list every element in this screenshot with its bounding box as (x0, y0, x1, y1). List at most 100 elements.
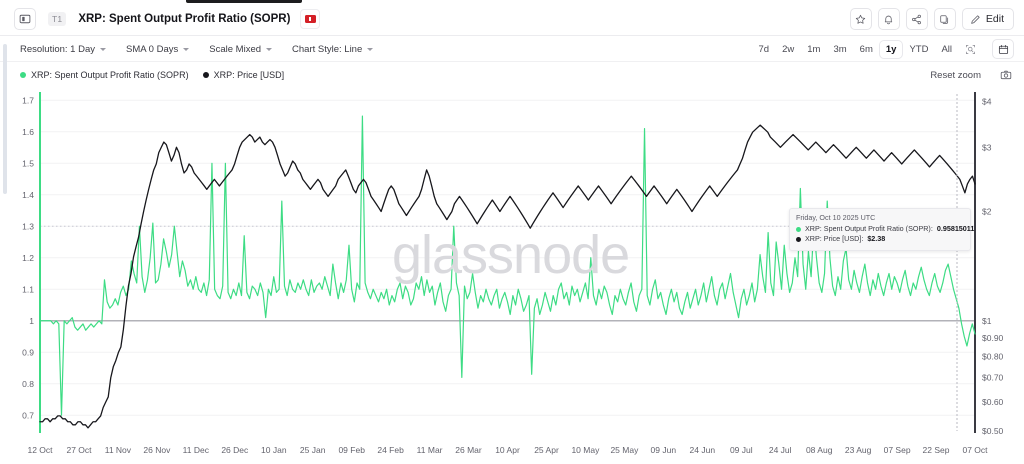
legend-item-sopr[interactable]: XRP: Spent Output Profit Ratio (SOPR) (20, 70, 189, 80)
svg-text:10 Apr: 10 Apr (495, 445, 520, 455)
zoom-search-button[interactable] (959, 41, 982, 58)
svg-text:0.8: 0.8 (22, 379, 34, 389)
chevron-down-icon (99, 47, 106, 51)
svg-text:11 Nov: 11 Nov (105, 445, 132, 455)
svg-text:$4: $4 (982, 97, 992, 107)
svg-text:$0.70: $0.70 (982, 373, 1004, 383)
legend-dot-sopr (20, 72, 26, 78)
tooltip-date: Friday, Oct 10 2025 UTC (796, 213, 876, 222)
svg-text:09 Jul: 09 Jul (730, 445, 753, 455)
sidebar-toggle-button[interactable] (14, 8, 36, 30)
svg-text:1: 1 (29, 316, 34, 326)
calendar-icon (998, 44, 1008, 54)
chart-canvas[interactable]: 1.7 1.6 1.5 1.4 1.3 1.2 1.1 1 0.9 0.8 0.7 $4 $3 $2 $1 $… (0, 86, 1024, 464)
svg-text:26 Dec: 26 Dec (221, 445, 249, 455)
svg-text:24 Jul: 24 Jul (769, 445, 792, 455)
svg-text:24 Feb: 24 Feb (377, 445, 404, 455)
range-7d[interactable]: 7d (758, 43, 770, 55)
svg-text:11 Mar: 11 Mar (417, 445, 443, 455)
legend-label-price: XRP: Price [USD] (213, 70, 285, 80)
svg-text:$0.50: $0.50 (982, 426, 1004, 436)
svg-text:09 Feb: 09 Feb (338, 445, 365, 455)
svg-text:10 May: 10 May (571, 445, 600, 455)
page-title: XRP: Spent Output Profit Ratio (SOPR) (78, 13, 291, 25)
screenshot-button[interactable] (996, 66, 1016, 84)
chart-legend: XRP: Spent Output Profit Ratio (SOPR) XR… (0, 64, 1024, 86)
scale-select[interactable]: Scale Mixed (209, 44, 273, 55)
record-chip-icon (304, 15, 316, 23)
svg-text:26 Mar: 26 Mar (455, 445, 482, 455)
legend-dot-price (202, 72, 209, 78)
active-tab-indicator[interactable] (186, 0, 302, 3)
svg-text:25 May: 25 May (610, 445, 639, 455)
calendar-button[interactable] (992, 39, 1014, 59)
svg-text:1.6: 1.6 (22, 127, 34, 137)
svg-text:0.9: 0.9 (22, 347, 34, 357)
svg-text:23 Aug: 23 Aug (845, 445, 872, 455)
range-1m[interactable]: 1m (807, 43, 821, 55)
range-all[interactable]: All (941, 43, 952, 55)
range-1y[interactable]: 1y (879, 40, 903, 58)
svg-text:10 Jan: 10 Jan (261, 445, 287, 455)
range-2w[interactable]: 2w (782, 43, 795, 55)
page-header: T1 XRP: Spent Output Profit Ratio (SOPR) (0, 3, 1024, 36)
legend-item-price[interactable]: XRP: Price [USD] (202, 70, 285, 80)
svg-text:1.1: 1.1 (22, 284, 34, 294)
chevron-down-icon (183, 47, 190, 51)
header-actions: Edit (849, 8, 1014, 30)
resolution-select[interactable]: Resolution: 1 Day (20, 44, 106, 55)
range-6m[interactable]: 6m (859, 43, 873, 55)
svg-text:24 Jun: 24 Jun (690, 445, 716, 455)
svg-text:1.4: 1.4 (22, 190, 34, 200)
svg-text:$0.80: $0.80 (982, 352, 1004, 362)
tooltip-dot-price (796, 237, 801, 243)
bell-icon (885, 15, 893, 24)
tooltip-row-sopr: XRP: Spent Output Profit Ratio (SOPR): 0… (796, 224, 974, 234)
record-button[interactable] (300, 9, 321, 29)
range-ytd[interactable]: YTD (909, 43, 929, 55)
svg-text:$3: $3 (982, 142, 992, 152)
svg-text:25 Apr: 25 Apr (534, 445, 559, 455)
svg-text:11 Dec: 11 Dec (183, 445, 210, 455)
svg-text:25 Jan: 25 Jan (300, 445, 326, 455)
tier-badge: T1 (48, 12, 67, 26)
edit-label: Edit (985, 13, 1004, 25)
zoom-search-icon (965, 44, 976, 54)
share-icon (912, 14, 922, 24)
svg-text:0.7: 0.7 (22, 410, 34, 420)
svg-text:1.7: 1.7 (22, 95, 34, 105)
tooltip-value-sopr: 0.95815011 (936, 224, 975, 233)
tooltip-label-sopr: XRP: Spent Output Profit Ratio (SOPR): (805, 224, 933, 233)
chart-svg[interactable]: 1.7 1.6 1.5 1.4 1.3 1.2 1.1 1 0.9 0.8 0.7 $4 $3 $2 $1 $… (0, 86, 1024, 464)
favorite-button[interactable] (849, 8, 872, 30)
svg-text:$1: $1 (982, 316, 992, 326)
svg-text:07 Oct: 07 Oct (962, 445, 988, 455)
legend-label-sopr: XRP: Spent Output Profit Ratio (SOPR) (31, 70, 189, 80)
page-scrollbar[interactable] (3, 44, 7, 194)
svg-text:1.2: 1.2 (22, 253, 34, 263)
share-button[interactable] (905, 8, 928, 30)
star-icon (856, 14, 866, 24)
chart-style-select[interactable]: Chart Style: Line (292, 44, 374, 55)
range-3m[interactable]: 3m (833, 43, 847, 55)
edit-button[interactable]: Edit (961, 8, 1014, 30)
panel-toggle-icon (19, 14, 31, 24)
svg-text:1.3: 1.3 (22, 221, 34, 231)
svg-text:08 Aug: 08 Aug (806, 445, 833, 455)
sma-select[interactable]: SMA 0 Days (125, 43, 190, 55)
pencil-icon (971, 14, 980, 24)
svg-text:1.5: 1.5 (22, 158, 34, 168)
alerts-button[interactable] (877, 8, 900, 30)
duplicate-button[interactable] (933, 8, 956, 30)
reset-zoom-button[interactable]: Reset zoom (930, 69, 981, 81)
copy-icon (940, 14, 949, 24)
chart-controls: Resolution: 1 Day SMA 0 Days Scale Mixed… (0, 37, 1024, 62)
chevron-down-icon (367, 47, 374, 51)
svg-text:$0.60: $0.60 (982, 397, 1004, 407)
resolution-select-label: Resolution: 1 Day (20, 43, 95, 55)
browser-tab-strip (0, 0, 1024, 3)
sma-select-label: SMA 0 Days (125, 43, 179, 55)
tooltip-label-price: XRP: Price [USD]: (805, 234, 864, 244)
chevron-down-icon (266, 47, 273, 51)
